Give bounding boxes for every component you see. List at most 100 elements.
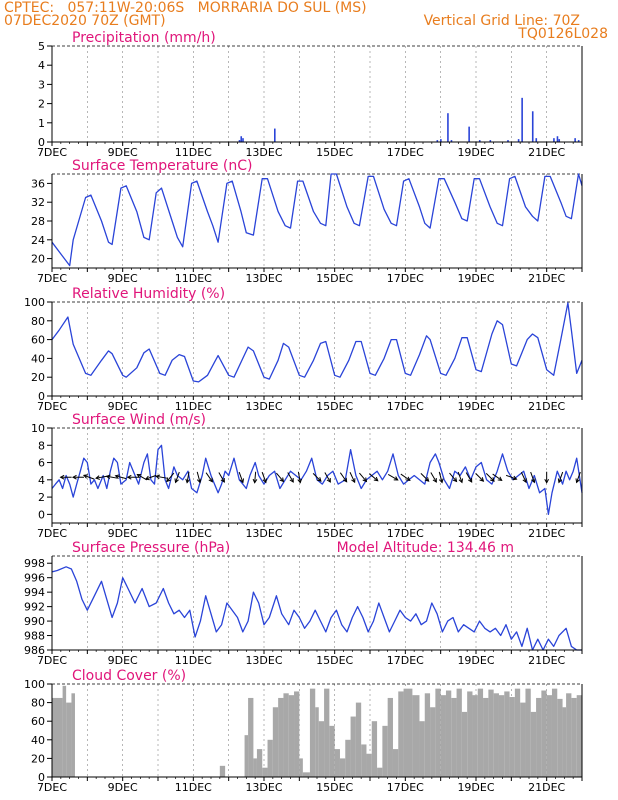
cloud-bar (294, 691, 300, 777)
precip-bar (436, 140, 439, 142)
cloud-bar (445, 690, 452, 777)
x-tick-label: 7DEC (37, 146, 67, 159)
x-tick-label: 17DEC (387, 146, 424, 159)
wind-vector (166, 472, 175, 482)
wind-vector (261, 471, 267, 483)
cloud-title: Cloud Cover (%) (72, 668, 186, 684)
cloud-bar (403, 688, 413, 777)
x-tick-label: 13DEC (245, 781, 282, 794)
y-tick-label: 2 (38, 98, 45, 111)
cloud-bar (530, 711, 537, 777)
x-tick-label: 13DEC (245, 527, 282, 540)
precip-bar (489, 140, 492, 142)
precip-bar (531, 111, 534, 142)
x-tick-label: 9DEC (108, 527, 138, 540)
precip-bar (242, 138, 244, 142)
y-tick-label: 3 (38, 78, 45, 91)
cloud-bar (334, 749, 340, 777)
cloud-bar (283, 693, 289, 777)
cloud-bar (52, 697, 63, 777)
x-tick-label: 9DEC (108, 654, 138, 667)
y-tick-label: 36 (31, 177, 45, 190)
station-info: CPTEC: 057:11W-20:06S MORRARIA DO SUL (M… (4, 0, 367, 16)
wind-vector-head (468, 477, 473, 483)
precip-bar (240, 136, 243, 142)
model-code: TQ0126L028 (518, 26, 608, 42)
x-tick-label: 11DEC (175, 146, 212, 159)
cloud-bar (525, 688, 531, 777)
wind-vector-head (316, 477, 322, 482)
x-tick-label: 15DEC (316, 527, 353, 540)
cloud-bar (412, 695, 420, 777)
cloud-bar (315, 707, 319, 777)
x-tick-label: 19DEC (457, 272, 494, 285)
wind-vector-head (424, 477, 430, 482)
wind-vector-head (174, 478, 179, 484)
x-tick-label: 15DEC (316, 146, 353, 159)
wind-vector-head (136, 473, 142, 479)
cloud-bar (398, 691, 404, 777)
x-tick-label: 21DEC (528, 400, 565, 413)
cloud-bar (318, 721, 325, 777)
wind-vector (400, 473, 411, 481)
wind-vector (339, 472, 348, 483)
cloud-bar (387, 697, 393, 777)
precip-bar (447, 113, 449, 142)
y-tick-label: 2 (38, 491, 45, 504)
wind-vector-head (405, 476, 411, 481)
x-tick-label: 21DEC (528, 272, 565, 285)
cloud-bar (253, 758, 257, 777)
cloud-bar (430, 707, 436, 777)
wind-vector (387, 474, 398, 481)
y-tick-label: 4 (38, 474, 45, 487)
x-tick-label: 15DEC (316, 400, 353, 413)
cloud-bar (392, 749, 399, 777)
wind-vector-head (155, 474, 161, 480)
precip-bar (521, 97, 523, 142)
wind-vector (156, 475, 168, 479)
precip-bar (440, 139, 442, 142)
y-tick-label: 6 (38, 457, 45, 470)
y-tick-label: 20 (31, 253, 45, 266)
wind-vector-head (126, 474, 132, 480)
wind-vector (492, 473, 502, 481)
precip-title: Precipitation (mm/h) (72, 30, 216, 46)
x-tick-label: 13DEC (245, 654, 282, 667)
wind-vector (505, 474, 517, 480)
x-tick-label: 7DEC (37, 781, 67, 794)
y-tick-label: 992 (24, 601, 45, 614)
wind-vector (287, 472, 294, 483)
x-tick-label: 7DEC (37, 400, 67, 413)
y-tick-label: 60 (31, 334, 45, 347)
wind-series-line (51, 444, 583, 516)
wind-vector (196, 471, 201, 483)
precip-bar (468, 126, 470, 142)
wind-vector-head (114, 474, 120, 479)
wind-vector-head (95, 475, 101, 480)
wind-vector (465, 472, 473, 483)
cloud-bar (467, 691, 473, 777)
x-tick-label: 13DEC (245, 272, 282, 285)
wind-vector (449, 472, 457, 482)
cloud-bar (488, 689, 494, 777)
wind-vector-head (289, 477, 294, 483)
cloud-bar (324, 688, 330, 777)
wind-vector-head (220, 477, 225, 483)
y-tick-label: 5 (38, 40, 45, 53)
cloud-bar (256, 749, 263, 777)
cloud-bar (244, 735, 249, 777)
x-tick-label: 17DEC (387, 527, 424, 540)
cloud-bar (366, 753, 372, 777)
wind-vector-head (71, 474, 77, 480)
cloud-bar (350, 716, 356, 777)
cloud-bar (509, 697, 515, 777)
wind-vector (475, 472, 484, 482)
y-tick-label: 996 (24, 572, 45, 585)
wind-vector (275, 472, 284, 482)
cloud-bar (551, 688, 558, 777)
y-tick-label: 28 (31, 215, 45, 228)
wind-vector-head (544, 478, 550, 484)
cloud-bar (267, 739, 273, 777)
wind-vector-head (522, 478, 527, 484)
